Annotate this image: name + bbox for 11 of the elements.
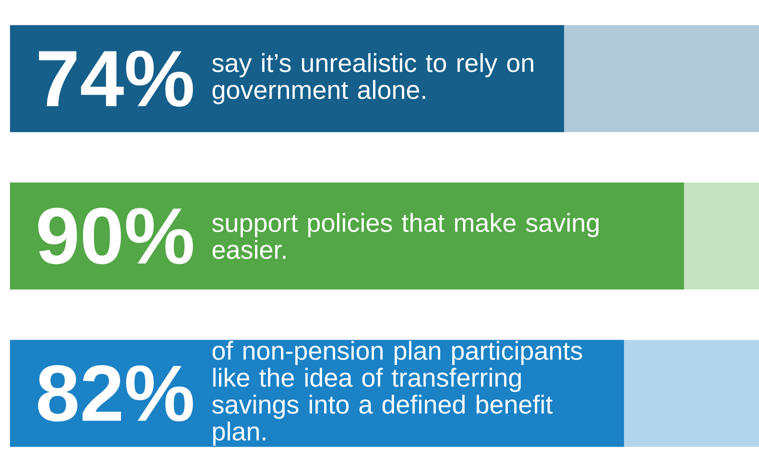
y-tick-label: of non-pension plan participants like the idea of transferring savings into a defined benefit plan. xyxy=(212,340,582,446)
data-label: 90% xyxy=(38,208,193,264)
y-tick-label: say it’s unrealistic to rely on government alone. xyxy=(212,53,534,104)
data-label: 74% xyxy=(38,50,193,107)
bar xyxy=(624,340,759,447)
bar xyxy=(10,182,684,290)
bar xyxy=(564,25,759,132)
bar xyxy=(684,182,759,290)
bar xyxy=(10,25,564,132)
data-label: 82% xyxy=(38,365,193,422)
y-tick-label: support policies that make saving easier. xyxy=(212,213,599,259)
